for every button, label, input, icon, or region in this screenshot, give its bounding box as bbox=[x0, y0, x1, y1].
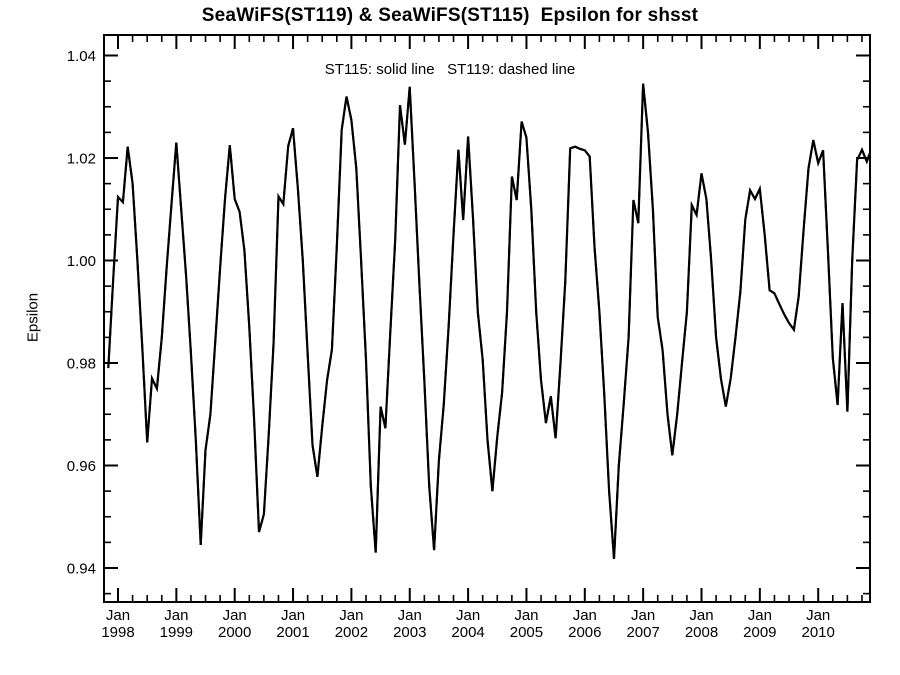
y-tick-label: 0.94 bbox=[67, 561, 96, 578]
x-tick-label-month: Jan bbox=[631, 607, 655, 624]
x-tick-label-year: 2006 bbox=[568, 624, 601, 641]
x-tick-label-year: 2004 bbox=[451, 624, 484, 641]
x-tick-label-year: 2002 bbox=[335, 624, 368, 641]
x-tick-label-month: Jan bbox=[573, 607, 597, 624]
x-tick-label-year: 2003 bbox=[393, 624, 426, 641]
x-tick-label-month: Jan bbox=[223, 607, 247, 624]
x-tick-label-month: Jan bbox=[514, 607, 538, 624]
x-tick-label-month: Jan bbox=[806, 607, 830, 624]
chart-title: SeaWiFS(ST119) & SeaWiFS(ST115) Epsilon … bbox=[201, 5, 699, 26]
y-tick-label: 0.96 bbox=[67, 458, 96, 475]
x-tick-label-year: 1999 bbox=[160, 624, 193, 641]
x-tick-label-year: 1998 bbox=[101, 624, 134, 641]
x-tick-label-month: Jan bbox=[164, 607, 188, 624]
plot-frame bbox=[103, 34, 871, 603]
x-tick-label-month: Jan bbox=[339, 607, 363, 624]
x-tick-label-month: Jan bbox=[689, 607, 713, 624]
x-tick-label-year: 2001 bbox=[276, 624, 309, 641]
x-tick-label-month: Jan bbox=[748, 607, 772, 624]
series-line-st119-dashed bbox=[107, 83, 869, 559]
x-tick-label-month: Jan bbox=[106, 607, 130, 624]
series-line-st115-solid bbox=[107, 83, 869, 559]
x-tick-label-year: 2005 bbox=[510, 624, 543, 641]
y-tick-label: 1.00 bbox=[67, 253, 96, 270]
x-tick-label-year: 2008 bbox=[685, 624, 718, 641]
y-tick-label: 0.98 bbox=[67, 356, 96, 373]
x-tick-label-year: 2007 bbox=[626, 624, 659, 641]
x-tick-label-year: 2009 bbox=[743, 624, 776, 641]
x-tick-label-year: 2010 bbox=[802, 624, 835, 641]
y-tick-label: 1.04 bbox=[67, 48, 96, 65]
x-tick-label-month: Jan bbox=[456, 607, 480, 624]
x-tick-label-month: Jan bbox=[398, 607, 422, 624]
y-tick-label: 1.02 bbox=[67, 151, 96, 168]
x-tick-label-year: 2000 bbox=[218, 624, 251, 641]
y-axis-title: Epsilon bbox=[24, 292, 42, 343]
legend-annotation: ST115: solid line ST119: dashed line bbox=[324, 61, 576, 78]
x-tick-label-month: Jan bbox=[281, 607, 305, 624]
